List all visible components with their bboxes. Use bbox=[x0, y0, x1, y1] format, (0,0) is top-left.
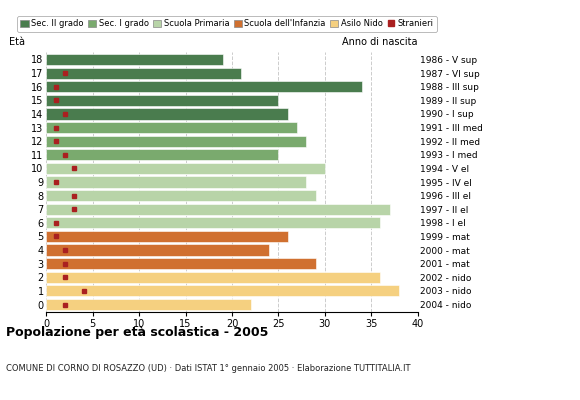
Bar bbox=[46, 176, 306, 188]
Bar bbox=[46, 231, 288, 242]
Bar bbox=[46, 122, 297, 133]
Bar bbox=[46, 299, 251, 310]
Bar bbox=[46, 258, 316, 269]
Bar bbox=[46, 136, 306, 147]
Bar bbox=[46, 108, 288, 120]
Bar bbox=[46, 285, 399, 296]
Bar bbox=[46, 149, 278, 160]
Bar bbox=[46, 95, 278, 106]
Bar bbox=[46, 68, 241, 79]
Text: Età: Età bbox=[9, 37, 26, 47]
Bar bbox=[46, 190, 316, 201]
Bar bbox=[46, 81, 362, 92]
Bar bbox=[46, 163, 325, 174]
Bar bbox=[46, 272, 380, 283]
Bar bbox=[46, 244, 269, 256]
Bar bbox=[46, 217, 380, 228]
Text: Anno di nascita: Anno di nascita bbox=[342, 37, 418, 47]
Legend: Sec. II grado, Sec. I grado, Scuola Primaria, Scuola dell'Infanzia, Asilo Nido, : Sec. II grado, Sec. I grado, Scuola Prim… bbox=[17, 16, 437, 32]
Text: Popolazione per età scolastica - 2005: Popolazione per età scolastica - 2005 bbox=[6, 326, 268, 339]
Bar bbox=[46, 204, 390, 215]
Text: COMUNE DI CORNO DI ROSAZZO (UD) · Dati ISTAT 1° gennaio 2005 · Elaborazione TUTT: COMUNE DI CORNO DI ROSAZZO (UD) · Dati I… bbox=[6, 364, 410, 373]
Bar bbox=[46, 54, 223, 65]
